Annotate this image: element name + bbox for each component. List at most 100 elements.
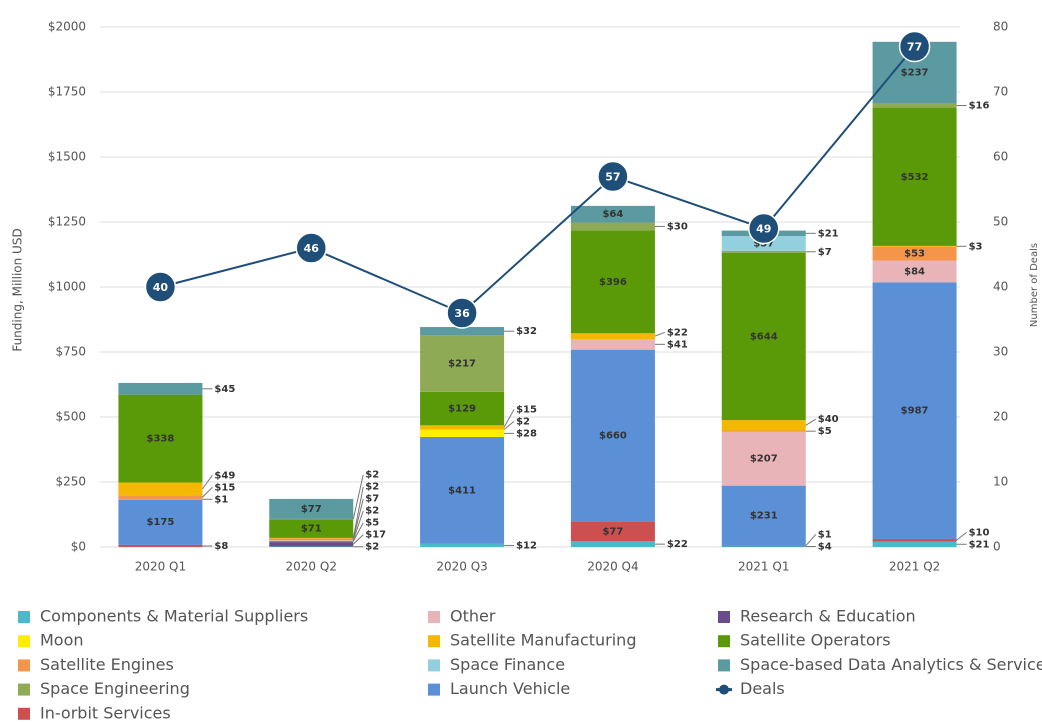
legend-swatch [718, 635, 730, 648]
x-tick-label: 2020 Q4 [587, 560, 638, 574]
leader-line [202, 486, 213, 498]
y2-tick-label: 30 [993, 345, 1008, 359]
bar-segment [420, 425, 505, 430]
bar-segment [721, 420, 806, 431]
bar-segment [420, 335, 505, 392]
line-point [295, 232, 327, 264]
legend-swatch [428, 611, 440, 623]
y2-tick-label: 80 [993, 20, 1008, 34]
y-tick-label: $0 [71, 540, 86, 554]
y-tick-label: $1750 [48, 85, 86, 99]
outside-label: $4 [818, 541, 832, 552]
bar-segment [872, 541, 957, 547]
bar-segment [118, 544, 203, 547]
outside-label: $45 [214, 384, 235, 395]
outside-label: $2 [365, 482, 379, 493]
bar-segment [570, 205, 655, 223]
legend-label: Space Engineering [40, 679, 190, 698]
outside-label: $2 [365, 506, 379, 517]
bar-segment [118, 499, 203, 545]
bar-segment [269, 538, 354, 541]
bar-segment [118, 382, 203, 395]
outside-label: $22 [667, 327, 688, 338]
line-point [144, 271, 177, 303]
leader-line [503, 409, 515, 428]
outside-label: $2 [365, 542, 379, 553]
outside-label: $10 [969, 527, 990, 538]
bar-segment [420, 391, 505, 426]
point-label: 40 [153, 281, 169, 294]
segment-label: $411 [448, 485, 476, 496]
legend-swatch [18, 635, 30, 648]
segment-label: $987 [901, 406, 929, 417]
bar-segment [872, 282, 957, 539]
bar-segment [269, 518, 354, 520]
leader-line [352, 486, 364, 539]
bar-segment [420, 429, 505, 438]
bar-segment [269, 540, 354, 543]
segment-label: $77 [602, 526, 623, 537]
line-point [748, 212, 780, 245]
legend-swatch [18, 611, 30, 623]
outside-label: $1 [818, 529, 832, 540]
bar-segment [570, 222, 655, 231]
bar-segment [721, 431, 806, 486]
line [160, 45, 916, 315]
legend-swatch [718, 659, 730, 672]
leader-line [202, 474, 213, 490]
leader-line [352, 498, 364, 540]
y-tick-label: $2000 [48, 20, 86, 34]
bar-segment [269, 542, 354, 547]
leader-line [654, 331, 666, 337]
legend-swatch [428, 683, 440, 696]
outside-label: $16 [969, 101, 990, 112]
bar-segment [872, 245, 957, 247]
legend-marker [719, 684, 729, 695]
bar-segment [269, 519, 354, 538]
legend-label: Other [450, 607, 496, 626]
y2-tick-label: 20 [993, 410, 1008, 424]
leader-line [805, 418, 817, 426]
leader-line [805, 534, 817, 547]
leader-line [503, 420, 515, 430]
y2-tick-label: 70 [993, 85, 1008, 99]
segment-label: $644 [750, 331, 778, 342]
bar-segment [721, 545, 806, 547]
outside-label: $2 [516, 416, 530, 427]
bar-segment [269, 546, 354, 547]
bar-segment [721, 252, 806, 421]
bar-segment [420, 327, 505, 336]
outside-label: $1 [214, 494, 228, 505]
point-label: 49 [756, 223, 771, 236]
segment-label: $71 [301, 524, 322, 535]
segment-label: $660 [599, 430, 627, 441]
segment-label: $84 [904, 266, 925, 277]
segment-label: $53 [904, 249, 925, 260]
bar-segment [118, 495, 203, 500]
leader-line [956, 531, 967, 541]
y2-tick-label: 10 [993, 475, 1008, 489]
bar-segment [721, 430, 806, 432]
legend-swatch [718, 611, 730, 623]
segment-label: $129 [448, 404, 476, 415]
point-label: 77 [907, 41, 922, 54]
y-tick-label: $250 [55, 475, 86, 489]
outside-label: $28 [516, 428, 537, 439]
bar-segment [269, 498, 354, 519]
bar-segment [570, 521, 655, 542]
outside-label: $2 [365, 470, 379, 481]
outside-label: $8 [214, 541, 228, 552]
legend-label: Space-based Data Analytics & Services [740, 655, 1042, 674]
bar-segment [420, 437, 505, 544]
leader-line [352, 510, 364, 541]
bar-segment [872, 103, 957, 108]
y-tick-label: $1000 [48, 280, 86, 294]
segment-label: $532 [901, 172, 929, 183]
outside-label: $5 [818, 426, 832, 437]
legend-swatch [428, 659, 440, 672]
outside-label: $7 [365, 494, 379, 505]
outside-label: $41 [667, 339, 688, 350]
outside-label: $30 [667, 221, 688, 232]
leader-line [352, 522, 364, 542]
